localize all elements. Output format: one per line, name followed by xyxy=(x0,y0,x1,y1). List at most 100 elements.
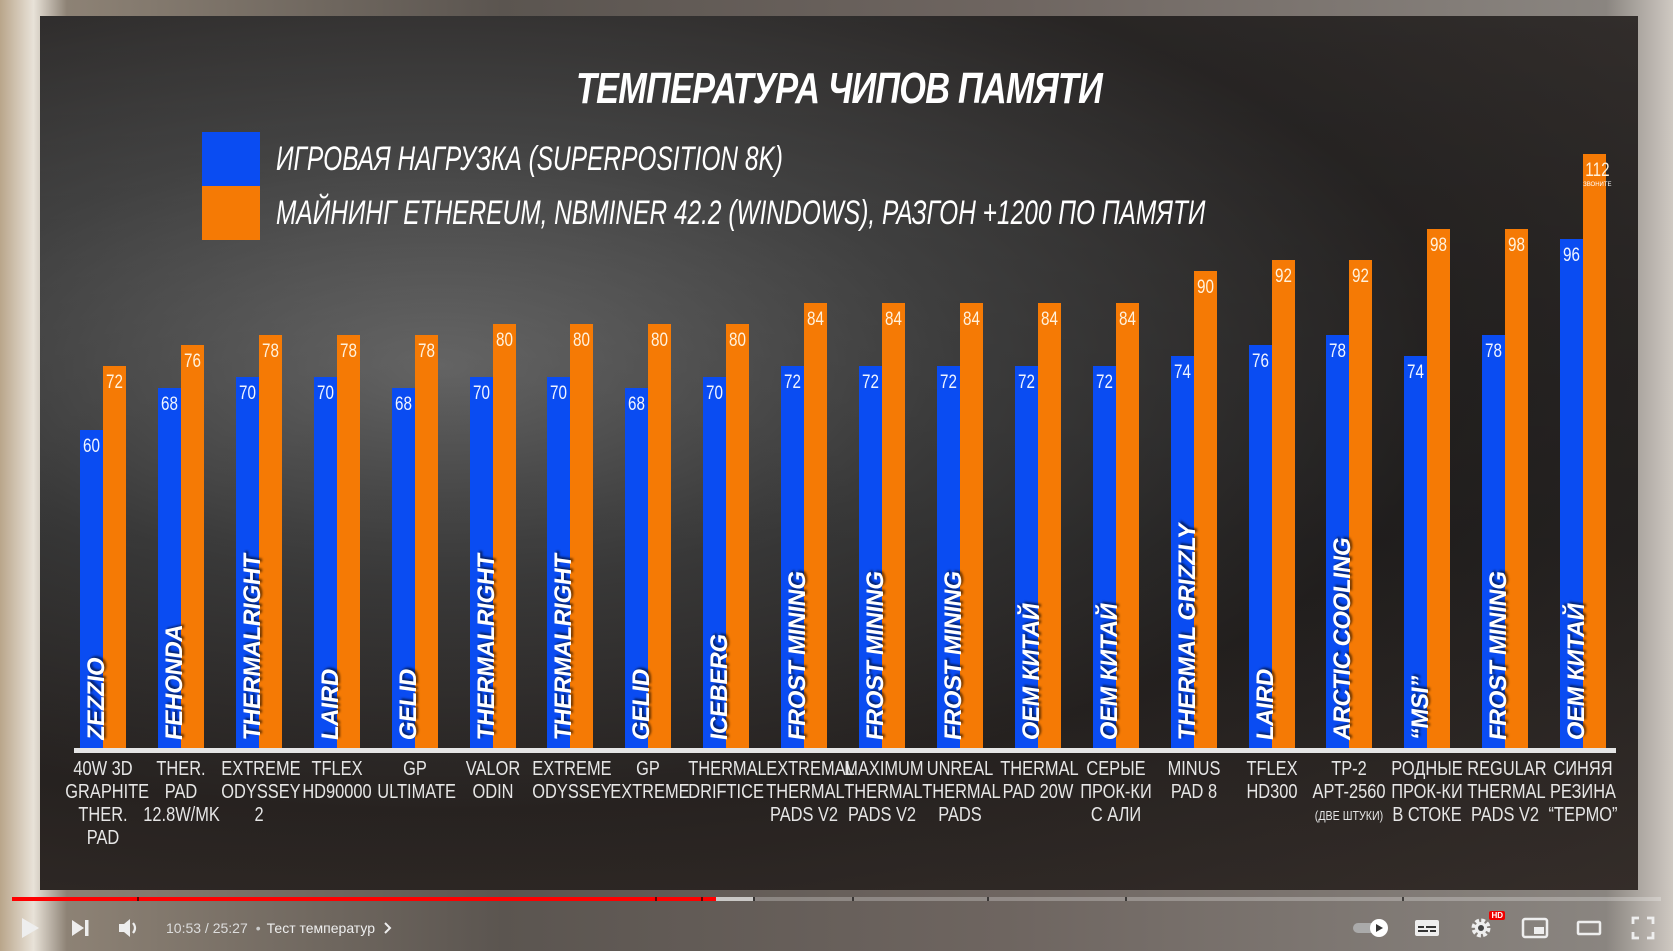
x-axis-label: THERMAL PAD 20W xyxy=(1000,758,1079,803)
x-axis-label: РОДНЫЕ ПРОК-КИ В СТОКЕ xyxy=(1391,758,1464,826)
x-axis-baseline xyxy=(74,748,1616,753)
legend-swatch-blue xyxy=(202,132,260,186)
bar-group: 96 112 ЗВОНИТЕ OEM КИТАЙ xyxy=(1560,48,1612,748)
bar-value-label: 84 xyxy=(1040,308,1058,330)
bar-value-label: 84 xyxy=(1118,308,1136,330)
volume-icon xyxy=(119,919,137,937)
bar-mining: 112 ЗВОНИТЕ xyxy=(1583,154,1612,748)
volume-button[interactable] xyxy=(104,905,154,951)
bar-value-label: 70 xyxy=(706,383,724,404)
subtitles-button[interactable] xyxy=(1409,905,1445,951)
play-button[interactable] xyxy=(4,905,56,951)
time-display: 10:53 / 25:27 xyxy=(166,920,248,936)
chapter-marker xyxy=(1402,897,1404,901)
bar-value-label: 72 xyxy=(784,372,802,394)
bar-value-label: 84 xyxy=(885,308,902,330)
brand-label: OEM КИТАЙ xyxy=(1017,601,1045,742)
bar-value-label: 80 xyxy=(729,330,747,351)
chapter-button[interactable]: • Тест температур xyxy=(256,920,395,936)
legend-item-mining: МАЙНИНГ ETHEREUM, NBMINER 42.2 (WINDOWS)… xyxy=(202,186,1567,240)
bar-gaming: 70 xyxy=(703,377,727,748)
bar-mining: 84 xyxy=(1037,302,1061,748)
chart-legend: ИГРОВАЯ НАГРУЗКА (SUPERPOSITION 8K) МАЙН… xyxy=(202,132,1567,240)
theater-mode-icon xyxy=(1576,920,1602,936)
bar-group: 72 84 OEM КИТАЙ xyxy=(1014,48,1061,748)
bar-value-label: 76 xyxy=(1251,351,1269,373)
bar-gaming: 70 xyxy=(235,377,259,748)
brand-label: FROST MINING xyxy=(862,569,889,742)
bar-value-label: 78 xyxy=(1485,340,1503,362)
bar-mining: 80 xyxy=(492,324,516,748)
separator-dot: • xyxy=(255,920,261,936)
bar-mining: 80 xyxy=(570,324,594,748)
bar-group: 70 78 LAIRD xyxy=(313,48,360,748)
bar-mining: 84 xyxy=(882,302,905,748)
bar-group: 70 80 THERMALRIGHT xyxy=(547,48,594,748)
bar-value-label: 84 xyxy=(962,308,980,330)
bar-value-label: 98 xyxy=(1430,234,1448,256)
bar-value-label: 98 xyxy=(1508,234,1526,256)
chapter-marker xyxy=(701,897,703,901)
bar-gaming: 78 xyxy=(1482,334,1506,748)
settings-button[interactable]: HD xyxy=(1463,905,1505,951)
bar-group: 78 98 FROST MINING xyxy=(1482,48,1529,748)
bar-gaming: 74 xyxy=(1404,355,1428,748)
x-axis-label: TFLEX HD90000 xyxy=(302,758,372,803)
bar-value-label: 68 xyxy=(160,393,178,415)
bar-value-label: 74 xyxy=(1173,361,1191,383)
brand-label: THERMALRIGHT xyxy=(550,552,578,742)
chevron-right-icon xyxy=(384,922,392,934)
x-axis-label: СЕРЫЕ ПРОК-КИ С АЛИ xyxy=(1079,758,1152,826)
chapter-marker xyxy=(987,897,989,901)
bar-group: 60 72 ZEZZIO xyxy=(80,48,126,748)
x-axis-label: THERMAL DRIFTICE xyxy=(688,758,767,803)
chapter-marker xyxy=(852,897,854,901)
miniplayer-button[interactable] xyxy=(1517,905,1553,951)
brand-label: FROST MINING xyxy=(1485,569,1513,742)
x-axis-label: TP-2 APT-2560 (ДВЕ ШТУКИ) xyxy=(1312,758,1386,823)
bar-value-label: 80 xyxy=(573,330,591,351)
bar-value-label: 70 xyxy=(238,383,256,404)
bar-gaming: 70 xyxy=(313,377,337,748)
bar-group: 70 80 THERMALRIGHT xyxy=(469,48,516,748)
bar-group: 68 76 FEHONDA xyxy=(157,48,204,748)
bar-group: 78 92 ARCTIC COOLING xyxy=(1326,48,1373,748)
brand-label: ICEBERG xyxy=(706,632,734,742)
bar-mining: 98 xyxy=(1505,228,1529,748)
bar-value-label: 76 xyxy=(183,351,201,373)
bar-value-label: 92 xyxy=(1352,266,1370,288)
chapter-title: Тест температур xyxy=(266,920,376,936)
x-axis-label: GP EXTREME xyxy=(610,758,690,803)
played-bar xyxy=(12,897,716,901)
brand-label: FEHONDA xyxy=(160,622,188,742)
x-axis-label: EXTREMAL THERMAL PADS V2 xyxy=(766,758,855,826)
bar-gaming: 72 xyxy=(859,366,882,748)
bar-mining: 92 xyxy=(1349,260,1373,748)
bar-value-label: 72 xyxy=(106,372,123,394)
theater-mode-button[interactable] xyxy=(1571,905,1607,951)
next-button[interactable] xyxy=(56,905,104,951)
bar-group: 72 84 OEM КИТАЙ xyxy=(1092,48,1139,748)
autoplay-toggle[interactable] xyxy=(1351,905,1391,951)
bar-value-label: 70 xyxy=(550,383,568,404)
brand-label: FROST MINING xyxy=(939,569,967,742)
bar-mining: 84 xyxy=(959,302,983,748)
x-axis-label: MAXIMUM THERMAL PADS V2 xyxy=(844,758,924,826)
bar-gaming: 68 xyxy=(157,387,181,748)
brand-label: LAIRD xyxy=(1251,667,1279,742)
x-axis-label: 40W 3D GRAPHITE THER. PAD xyxy=(65,758,150,849)
bar-group: 68 78 GELID xyxy=(391,48,438,748)
bar-mining: 72 xyxy=(103,366,126,748)
fullscreen-button[interactable] xyxy=(1625,905,1661,951)
bar-value-label: 68 xyxy=(394,393,412,415)
bar-gaming: 72 xyxy=(1092,366,1116,748)
chapter-marker xyxy=(1125,897,1127,901)
bar-mining: 98 xyxy=(1427,228,1451,748)
bar-value-label: 72 xyxy=(939,372,957,394)
progress-bar[interactable] xyxy=(12,897,1661,901)
x-axis-label: THER. PAD 12.8W/MK xyxy=(143,758,220,826)
x-axis-label: MINUS PAD 8 xyxy=(1167,758,1221,803)
bar-mining: 84 xyxy=(1115,302,1139,748)
legend-label: МАЙНИНГ ETHEREUM, NBMINER 42.2 (WINDOWS)… xyxy=(276,193,1206,232)
